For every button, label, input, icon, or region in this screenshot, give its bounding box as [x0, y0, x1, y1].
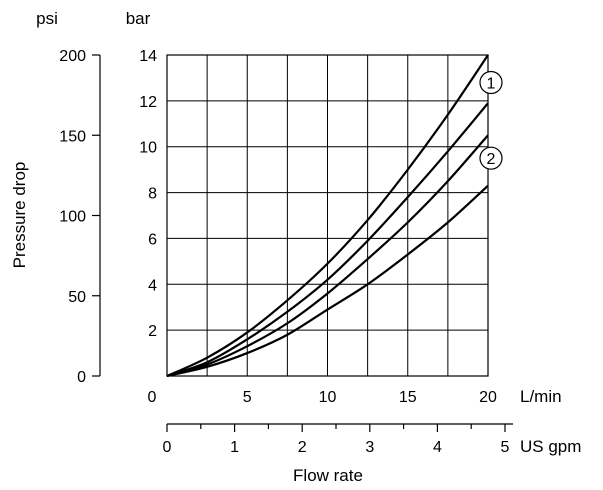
annotation-label: 2 [487, 151, 496, 168]
y2-tick-label: 100 [59, 209, 86, 226]
curves [166, 54, 489, 378]
series-curve-1 [166, 54, 489, 378]
x2-tick-label: 4 [433, 439, 442, 456]
series-curve-2 [166, 102, 489, 378]
y2-tick-label: 150 [59, 128, 86, 145]
axes-ticks [92, 54, 513, 432]
x-unit-label: L/min [520, 387, 562, 406]
y-tick-label: 8 [148, 186, 157, 203]
y-tick-label: 6 [148, 231, 157, 248]
x-tick-label: 5 [243, 389, 252, 406]
annotation-circle [479, 70, 503, 95]
annotation-label: 1 [487, 76, 496, 93]
plot-frame [166, 54, 489, 377]
x-axis-title: Flow rate [293, 466, 363, 485]
y2-tick-label: 200 [59, 48, 86, 65]
annotation-circle [479, 146, 503, 170]
y-tick-label: 12 [139, 94, 157, 111]
y2-unit-label: psi [36, 9, 58, 28]
x-tick-label: 20 [479, 389, 497, 406]
x2-tick-label: 0 [163, 439, 172, 456]
x2-unit-label: US gpm [520, 437, 581, 456]
x2-tick-label: 3 [365, 439, 374, 456]
x-tick-label: 10 [319, 389, 337, 406]
y-tick-label: 4 [148, 277, 157, 294]
y-tick-label: 10 [139, 140, 157, 157]
x2-tick-label: 5 [501, 439, 510, 456]
y2-tick-label: 0 [77, 369, 86, 386]
y-unit-label: bar [126, 9, 151, 28]
series-curve-3 [166, 134, 489, 378]
x-tick-label: 0 [148, 389, 157, 406]
grid [166, 54, 489, 377]
y2-tick-label: 50 [68, 289, 86, 306]
y-tick-label: 14 [139, 48, 157, 65]
x2-tick-label: 2 [298, 439, 307, 456]
series-curve-4 [166, 184, 489, 378]
y-tick-label: 2 [148, 323, 157, 340]
x2-tick-label: 1 [230, 439, 239, 456]
x-tick-label: 15 [399, 389, 417, 406]
y-axis-title: Pressure drop [10, 162, 29, 269]
